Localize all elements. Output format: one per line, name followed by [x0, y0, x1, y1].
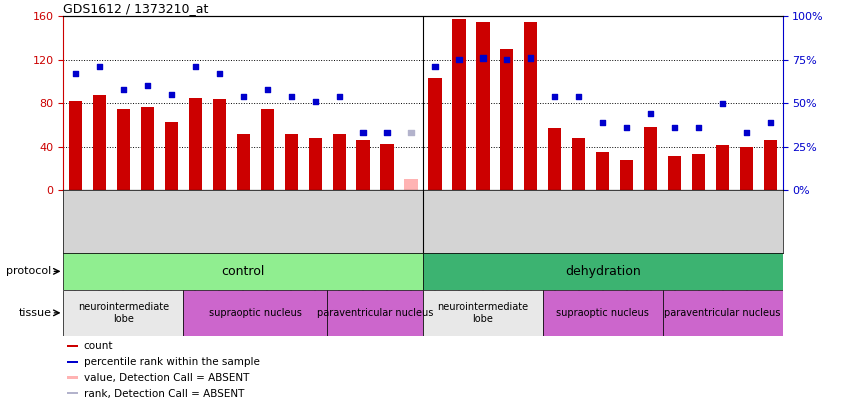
Bar — [572, 138, 585, 190]
Bar — [764, 140, 777, 190]
Point — [596, 119, 609, 126]
Point — [739, 130, 753, 136]
Bar — [476, 21, 490, 190]
Bar — [543, 290, 662, 336]
Bar — [740, 147, 753, 190]
Bar — [67, 392, 78, 394]
Bar — [668, 156, 681, 190]
Bar — [212, 99, 226, 190]
Point — [212, 70, 226, 77]
Point — [261, 86, 274, 93]
Point — [764, 119, 777, 126]
Bar — [67, 361, 78, 363]
Point — [667, 124, 681, 131]
Bar — [309, 138, 321, 190]
Text: dehydration: dehydration — [565, 265, 640, 278]
Bar — [189, 98, 202, 190]
Bar — [423, 290, 543, 336]
Text: percentile rank within the sample: percentile rank within the sample — [84, 357, 260, 367]
Bar — [69, 101, 82, 190]
Bar — [284, 134, 298, 190]
Point — [189, 64, 202, 70]
Bar — [327, 290, 423, 336]
Bar — [500, 49, 514, 190]
Text: supraoptic nucleus: supraoptic nucleus — [557, 308, 649, 318]
Text: paraventricular nucleus: paraventricular nucleus — [317, 308, 433, 318]
Text: value, Detection Call = ABSENT: value, Detection Call = ABSENT — [84, 373, 249, 383]
Bar — [356, 140, 370, 190]
Point — [620, 124, 634, 131]
Point — [500, 56, 514, 63]
Point — [692, 124, 706, 131]
Point — [356, 130, 370, 136]
Text: rank, Detection Call = ABSENT: rank, Detection Call = ABSENT — [84, 389, 244, 399]
Bar — [662, 290, 783, 336]
Point — [332, 93, 346, 100]
Point — [236, 93, 250, 100]
Point — [69, 70, 82, 77]
Bar — [525, 21, 537, 190]
Text: GDS1612 / 1373210_at: GDS1612 / 1373210_at — [63, 2, 209, 15]
Point — [644, 111, 657, 117]
Text: paraventricular nucleus: paraventricular nucleus — [664, 308, 781, 318]
Bar — [596, 152, 609, 190]
Point — [428, 64, 442, 70]
Text: protocol: protocol — [6, 266, 52, 276]
Text: neurointermediate
lobe: neurointermediate lobe — [437, 302, 529, 324]
Point — [164, 92, 178, 98]
Bar — [692, 154, 706, 190]
Bar — [332, 134, 346, 190]
Point — [380, 130, 393, 136]
Bar — [237, 134, 250, 190]
Point — [284, 93, 298, 100]
Point — [524, 55, 537, 61]
Bar — [63, 290, 184, 336]
Point — [92, 64, 106, 70]
Bar — [453, 19, 465, 190]
Bar — [548, 128, 562, 190]
Bar — [165, 122, 178, 190]
Point — [476, 55, 490, 61]
Point — [452, 56, 465, 63]
Point — [117, 86, 130, 93]
Text: supraoptic nucleus: supraoptic nucleus — [209, 308, 302, 318]
Bar — [261, 109, 274, 190]
Bar — [67, 377, 78, 379]
Point — [572, 93, 585, 100]
Point — [404, 130, 418, 136]
Point — [716, 100, 729, 107]
Bar — [140, 107, 154, 190]
Bar — [67, 345, 78, 347]
Bar — [63, 253, 423, 290]
Bar — [716, 145, 729, 190]
Bar — [620, 160, 634, 190]
Text: neurointermediate
lobe: neurointermediate lobe — [78, 302, 169, 324]
Bar — [117, 109, 130, 190]
Bar — [404, 179, 418, 190]
Point — [140, 83, 154, 89]
Text: control: control — [222, 265, 265, 278]
Point — [548, 93, 562, 100]
Bar — [381, 143, 393, 190]
Bar — [644, 127, 657, 190]
Text: count: count — [84, 341, 113, 352]
Bar — [423, 253, 783, 290]
Text: tissue: tissue — [19, 308, 52, 318]
Bar — [93, 95, 106, 190]
Bar — [184, 290, 327, 336]
Bar — [428, 78, 442, 190]
Point — [308, 98, 321, 105]
